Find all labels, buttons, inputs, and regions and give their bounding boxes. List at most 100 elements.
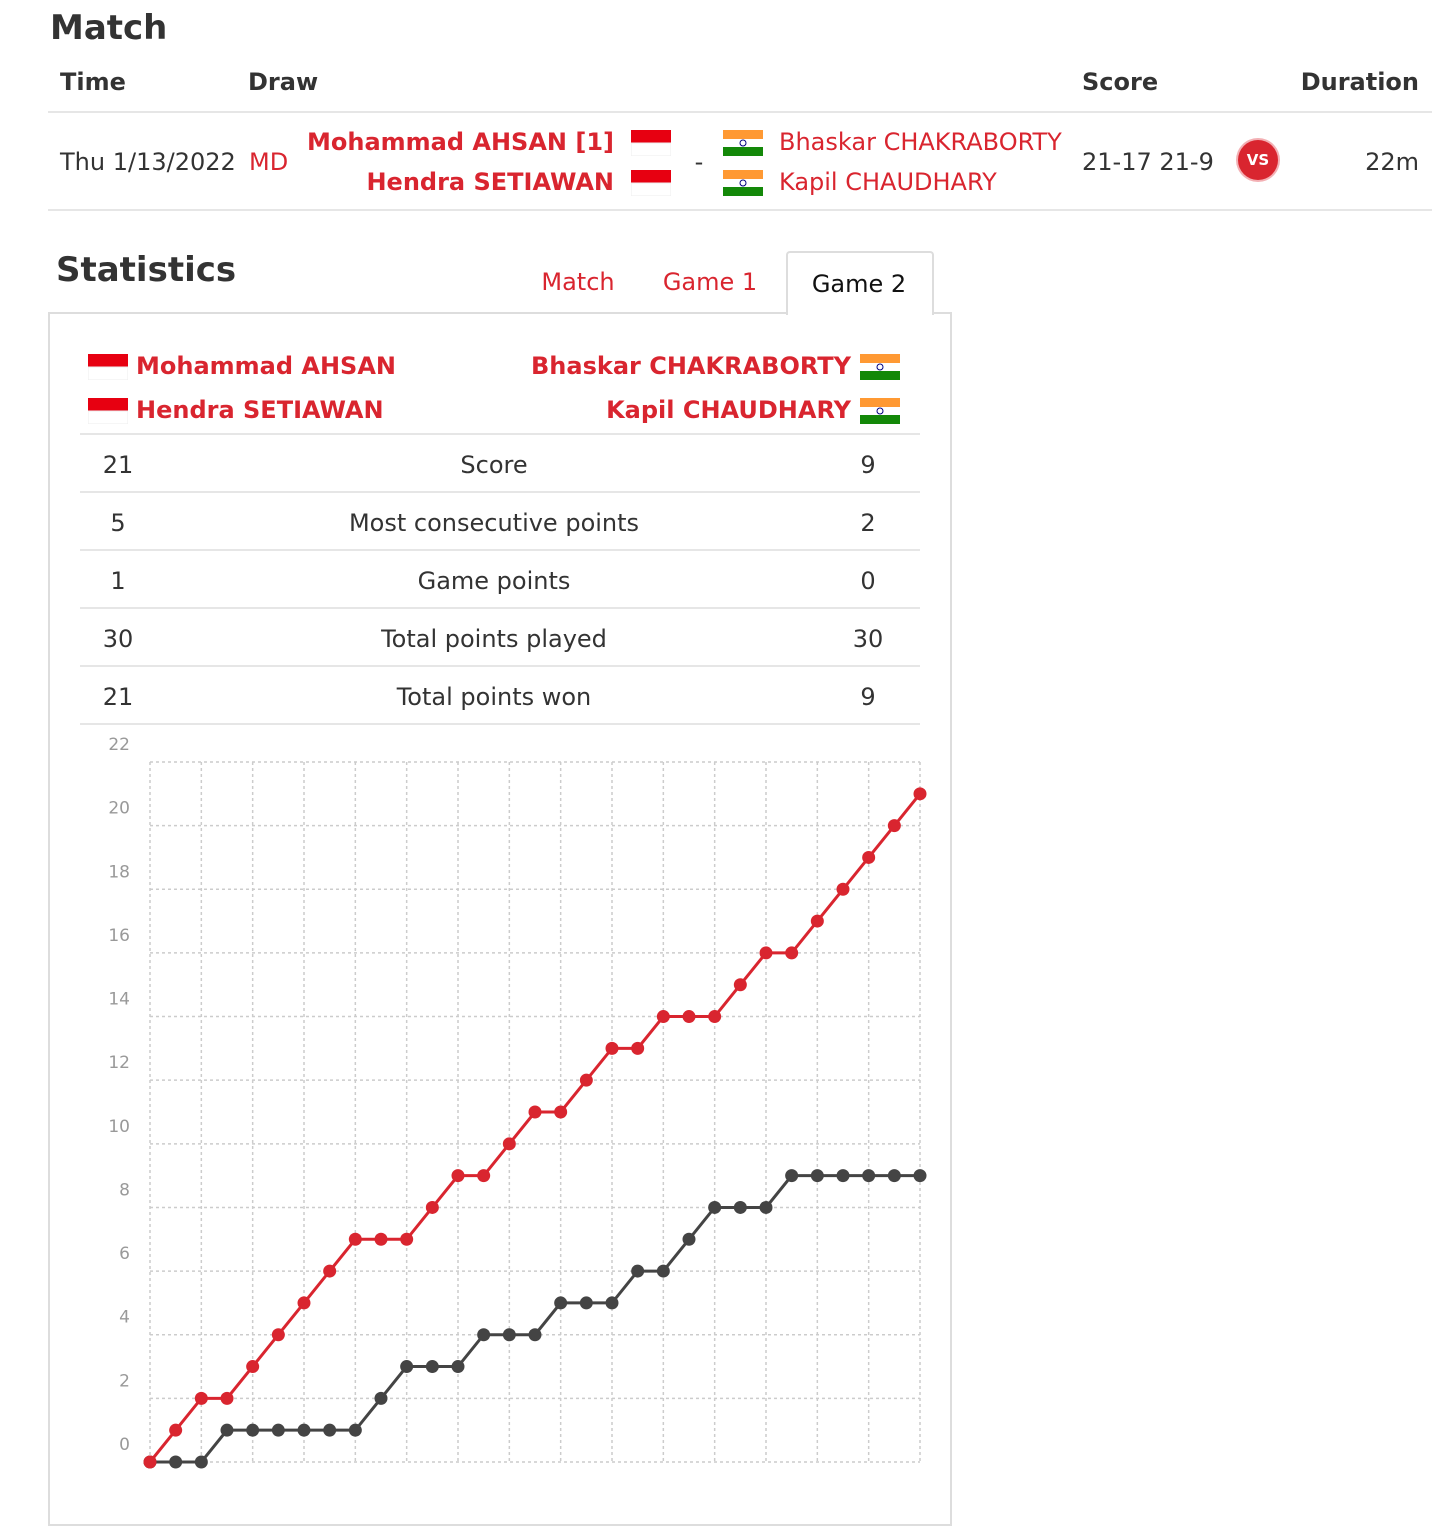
data-point — [451, 1169, 465, 1183]
flag-india — [723, 130, 763, 156]
player-link[interactable]: Kapil CHAUDHARY — [779, 168, 997, 196]
column-header: Duration — [1300, 68, 1419, 96]
data-point — [502, 1328, 516, 1342]
data-point — [194, 1391, 208, 1405]
stat-label: Most consecutive points — [348, 509, 640, 537]
draw-link[interactable]: MD — [249, 148, 289, 176]
data-point — [785, 1169, 799, 1183]
flag-indonesia — [88, 354, 128, 380]
player-link[interactable]: Bhaskar CHAKRABORTY — [779, 128, 1062, 156]
data-point — [246, 1423, 260, 1437]
data-point — [708, 1010, 722, 1024]
tab[interactable]: Game 1 — [662, 268, 758, 296]
data-point — [810, 914, 824, 928]
stat-value: 9 — [860, 683, 876, 711]
data-point — [810, 1169, 824, 1183]
player-link[interactable]: Mohammad AHSAN — [136, 352, 397, 380]
data-point — [271, 1328, 285, 1342]
data-point — [656, 1010, 670, 1024]
tab-active — [786, 251, 934, 315]
tab-join — [788, 311, 932, 315]
data-point — [631, 1264, 645, 1278]
divider — [80, 549, 920, 551]
y-tick-label: 22 — [108, 735, 130, 755]
data-point — [554, 1296, 568, 1310]
y-tick-label: 4 — [119, 1308, 130, 1328]
player-link[interactable]: Kapil CHAUDHARY — [606, 396, 851, 424]
data-point — [169, 1455, 183, 1469]
data-point — [733, 978, 747, 992]
y-tick-label: 8 — [119, 1180, 130, 1200]
y-tick-label: 0 — [119, 1435, 130, 1455]
data-point — [477, 1169, 491, 1183]
data-point — [682, 1010, 696, 1024]
match-duration: 22m — [1365, 148, 1419, 176]
stat-label: Total points played — [381, 625, 607, 653]
data-point — [169, 1423, 183, 1437]
divider — [80, 607, 920, 609]
data-point — [887, 819, 901, 833]
data-point — [733, 1200, 747, 1214]
flag-indonesia — [631, 130, 671, 156]
data-point — [836, 882, 850, 896]
stat-value: 9 — [860, 451, 876, 479]
data-point — [502, 1137, 516, 1151]
y-tick-label: 18 — [108, 862, 130, 882]
divider — [80, 433, 920, 435]
data-point — [220, 1391, 234, 1405]
series-line — [148, 792, 922, 1463]
data-point — [759, 946, 773, 960]
series-line — [150, 1174, 920, 1464]
data-point — [451, 1360, 465, 1374]
column-header: Draw — [248, 68, 319, 96]
data-point — [708, 1200, 722, 1214]
data-point — [425, 1200, 439, 1214]
data-point — [143, 1455, 157, 1469]
stat-label: Score — [460, 451, 528, 479]
data-point — [631, 1041, 645, 1055]
player-link[interactable]: Mohammad AHSAN [1] — [307, 128, 614, 156]
tab[interactable]: Match — [541, 268, 615, 296]
data-point — [425, 1360, 439, 1374]
data-point — [400, 1360, 414, 1374]
player-link[interactable]: Bhaskar CHAKRABORTY — [531, 352, 851, 380]
divider — [80, 491, 920, 493]
data-point — [554, 1105, 568, 1119]
data-point — [271, 1423, 285, 1437]
data-point — [913, 787, 927, 801]
data-point — [194, 1455, 208, 1469]
separator: - — [694, 148, 704, 176]
data-point — [220, 1423, 234, 1437]
data-point — [656, 1264, 670, 1278]
data-point — [477, 1328, 491, 1342]
stat-value: 5 — [110, 509, 126, 537]
data-point — [836, 1169, 850, 1183]
y-tick-label: 12 — [108, 1053, 130, 1073]
stat-value: 30 — [102, 625, 134, 653]
column-header: Time — [60, 68, 126, 96]
data-point — [400, 1232, 414, 1246]
data-point — [374, 1232, 388, 1246]
stat-label: Total points won — [396, 683, 592, 711]
divider — [80, 723, 920, 725]
data-point — [785, 946, 799, 960]
data-point — [528, 1105, 542, 1119]
y-tick-label: 2 — [119, 1371, 130, 1391]
vs-badge[interactable]: VS — [1238, 140, 1278, 180]
tab[interactable]: Game 2 — [811, 270, 907, 298]
flag-india — [860, 398, 900, 424]
column-header: Score — [1082, 68, 1159, 96]
data-point — [374, 1391, 388, 1405]
match-time: Thu 1/13/2022 — [60, 148, 236, 176]
data-point — [528, 1328, 542, 1342]
data-point — [297, 1423, 311, 1437]
data-point — [862, 850, 876, 864]
data-point — [579, 1073, 593, 1087]
player-link[interactable]: Hendra SETIAWAN — [366, 168, 614, 196]
flag-india — [860, 354, 900, 380]
data-point — [605, 1296, 619, 1310]
data-point — [605, 1041, 619, 1055]
player-link[interactable]: Hendra SETIAWAN — [136, 396, 384, 424]
